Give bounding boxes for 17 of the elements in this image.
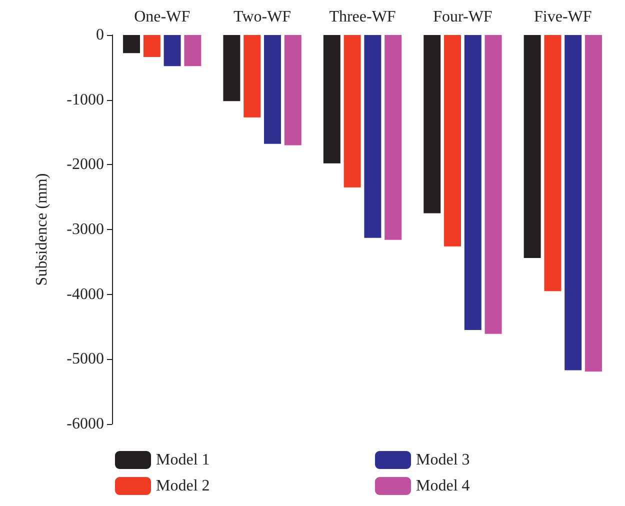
y-tick-label: -4000 xyxy=(66,286,104,303)
y-tick-label: 0 xyxy=(96,26,104,44)
x-tick-label: Two-WF xyxy=(234,8,292,26)
y-axis-title: Subsidence (mm) xyxy=(34,173,50,286)
x-tick-label: Three-WF xyxy=(329,8,396,26)
x-tick-label: One-WF xyxy=(134,8,190,26)
legend-label: Model 1 xyxy=(156,452,210,468)
y-tick-label: -6000 xyxy=(66,416,104,432)
x-tick-label: Five-WF xyxy=(534,8,592,26)
y-tick-label: -1000 xyxy=(66,91,104,108)
y-tick-label: -3000 xyxy=(66,221,104,238)
x-tick-label: Four-WF xyxy=(433,8,492,26)
legend-label: Model 4 xyxy=(416,478,470,494)
legend-label: Model 3 xyxy=(416,452,470,468)
legend-label: Model 2 xyxy=(156,478,210,494)
y-tick-label: -5000 xyxy=(66,350,104,368)
y-tick-label: -2000 xyxy=(66,156,104,174)
